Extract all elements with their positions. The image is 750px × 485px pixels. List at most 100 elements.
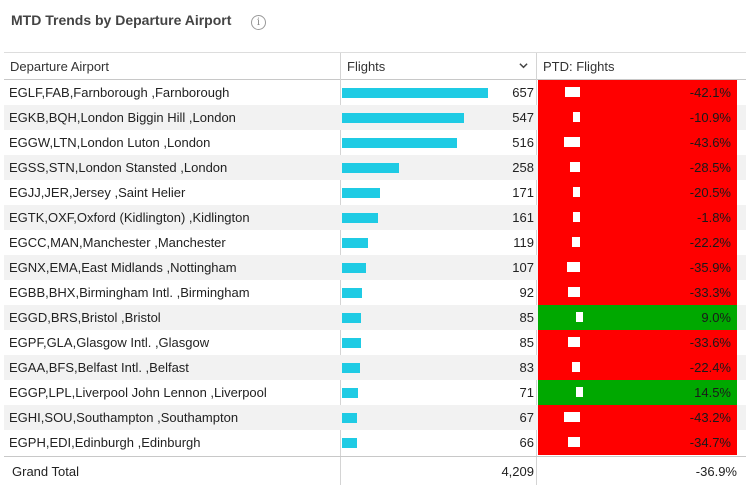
- flights-value: 161: [512, 210, 534, 225]
- flights-bar: [342, 313, 361, 323]
- ptd-cell: -42.1%: [538, 80, 737, 105]
- ptd-value: -28.5%: [689, 160, 731, 175]
- table-row[interactable]: EGCC,MAN,Manchester ,Manchester 119 -22.2%: [4, 230, 746, 255]
- airport-name: EGGD,BRS,Bristol ,Bristol: [9, 310, 161, 325]
- flights-value: 85: [519, 310, 534, 325]
- flights-bar-track: [342, 338, 492, 348]
- ptd-marker: [568, 287, 580, 297]
- flights-bar-track: [342, 163, 492, 173]
- table-row[interactable]: EGSS,STN,London Stansted ,London 258 -28.5…: [4, 155, 746, 180]
- flights-bar: [342, 338, 361, 348]
- ptd-marker: [564, 137, 580, 147]
- ptd-value: -22.2%: [689, 235, 731, 250]
- ptd-cell: -28.5%: [538, 155, 737, 180]
- flights-bar-track: [342, 363, 492, 373]
- table-row[interactable]: EGNX,EMA,East Midlands ,Nottingham 107 -35…: [4, 255, 746, 280]
- ptd-cell: -20.5%: [538, 180, 737, 205]
- flights-value: 92: [519, 285, 534, 300]
- airport-name: EGTK,OXF,Oxford (Kidlington) ,Kidlington: [9, 210, 250, 225]
- ptd-cell: -22.4%: [538, 355, 737, 380]
- ptd-marker: [570, 162, 580, 172]
- ptd-cell: 9.0%: [538, 305, 737, 330]
- flights-value: 71: [519, 385, 534, 400]
- ptd-value: -33.3%: [689, 285, 731, 300]
- ptd-marker: [564, 412, 580, 422]
- table-row[interactable]: EGPH,EDI,Edinburgh ,Edinburgh 66 -34.7%: [4, 430, 746, 455]
- table-row[interactable]: EGPF,GLA,Glasgow Intl. ,Glasgow 85 -33.6%: [4, 330, 746, 355]
- airport-name: EGNX,EMA,East Midlands ,Nottingham: [9, 260, 237, 275]
- table-body: EGLF,FAB,Farnborough ,Farnborough 657 -42.…: [4, 80, 746, 455]
- table-row[interactable]: EGJJ,JER,Jersey ,Saint Helier 171 -20.5%: [4, 180, 746, 205]
- table-row[interactable]: EGBB,BHX,Birmingham Intl. ,Birmingham 92 -…: [4, 280, 746, 305]
- flights-bar-track: [342, 413, 492, 423]
- flights-bar: [342, 213, 378, 223]
- ptd-cell: -22.2%: [538, 230, 737, 255]
- flights-bar-track: [342, 313, 492, 323]
- ptd-cell: -10.9%: [538, 105, 737, 130]
- ptd-cell: -34.7%: [538, 430, 737, 455]
- ptd-marker: [573, 212, 580, 222]
- ptd-marker: [573, 187, 580, 197]
- flights-value: 66: [519, 435, 534, 450]
- airport-name: EGJJ,JER,Jersey ,Saint Helier: [9, 185, 186, 200]
- widget-title: MTD Trends by Departure Airport: [11, 12, 232, 28]
- ptd-marker: [568, 437, 580, 447]
- ptd-value: -22.4%: [689, 360, 731, 375]
- table-row[interactable]: EGTK,OXF,Oxford (Kidlington) ,Kidlington…: [4, 205, 746, 230]
- flights-value: 258: [512, 160, 534, 175]
- column-header-ptd[interactable]: PTD: Flights: [543, 59, 615, 74]
- flights-bar-track: [342, 113, 492, 123]
- info-icon[interactable]: i: [251, 15, 266, 30]
- table-row[interactable]: EGAA,BFS,Belfast Intl. ,Belfast 83 -22.4%: [4, 355, 746, 380]
- airport-name: EGLF,FAB,Farnborough ,Farnborough: [9, 85, 230, 100]
- ptd-marker: [576, 312, 583, 322]
- ptd-cell: -33.3%: [538, 280, 737, 305]
- ptd-value: -1.8%: [697, 210, 731, 225]
- flights-bar: [342, 88, 488, 98]
- flights-bar: [342, 413, 357, 423]
- ptd-marker: [565, 87, 580, 97]
- airport-name: EGAA,BFS,Belfast Intl. ,Belfast: [9, 360, 189, 375]
- ptd-cell: -43.2%: [538, 405, 737, 430]
- flights-bar-track: [342, 138, 492, 148]
- flights-bar-track: [342, 213, 492, 223]
- flights-bar-track: [342, 188, 492, 198]
- ptd-marker: [572, 237, 580, 247]
- flights-value: 516: [512, 135, 534, 150]
- ptd-marker: [576, 387, 583, 397]
- flights-value: 85: [519, 335, 534, 350]
- ptd-value: -10.9%: [689, 110, 731, 125]
- table-row[interactable]: EGLF,FAB,Farnborough ,Farnborough 657 -42.…: [4, 80, 746, 105]
- airport-name: EGKB,BQH,London Biggin Hill ,London: [9, 110, 236, 125]
- airport-name: EGPH,EDI,Edinburgh ,Edinburgh: [9, 435, 201, 450]
- column-header-flights[interactable]: Flights: [341, 53, 536, 80]
- airport-name: EGBB,BHX,Birmingham Intl. ,Birmingham: [9, 285, 250, 300]
- ptd-cell: 14.5%: [538, 380, 737, 405]
- table-row[interactable]: EGHI,SOU,Southampton ,Southampton 67 -43.2…: [4, 405, 746, 430]
- flights-value: 83: [519, 360, 534, 375]
- ptd-value: -43.2%: [689, 410, 731, 425]
- column-header-airport[interactable]: Departure Airport: [10, 59, 109, 74]
- table-row[interactable]: EGGP,LPL,Liverpool John Lennon ,Liverpoo…: [4, 380, 746, 405]
- chevron-down-icon[interactable]: [519, 61, 528, 70]
- flights-bar-track: [342, 238, 492, 248]
- flights-bar-track: [342, 88, 492, 98]
- flights-bar: [342, 163, 399, 173]
- ptd-marker: [572, 362, 580, 372]
- ptd-marker: [573, 112, 580, 122]
- airport-name: EGGW,LTN,London Luton ,London: [9, 135, 211, 150]
- table-row[interactable]: EGGD,BRS,Bristol ,Bristol 85 9.0%: [4, 305, 746, 330]
- column-header-flights-label: Flights: [347, 59, 386, 74]
- grand-total-row: Grand Total 4,209 -36.9%: [4, 456, 746, 485]
- flights-bar: [342, 438, 357, 448]
- ptd-value: -43.6%: [689, 135, 731, 150]
- flights-value: 657: [512, 85, 534, 100]
- airport-name: EGCC,MAN,Manchester ,Manchester: [9, 235, 226, 250]
- ptd-value: -20.5%: [689, 185, 731, 200]
- table-row[interactable]: EGKB,BQH,London Biggin Hill ,London 547 -1…: [4, 105, 746, 130]
- airport-name: EGSS,STN,London Stansted ,London: [9, 160, 228, 175]
- flights-bar: [342, 263, 366, 273]
- flights-bar-track: [342, 288, 492, 298]
- ptd-value: -35.9%: [689, 260, 731, 275]
- table-row[interactable]: EGGW,LTN,London Luton ,London 516 -43.6%: [4, 130, 746, 155]
